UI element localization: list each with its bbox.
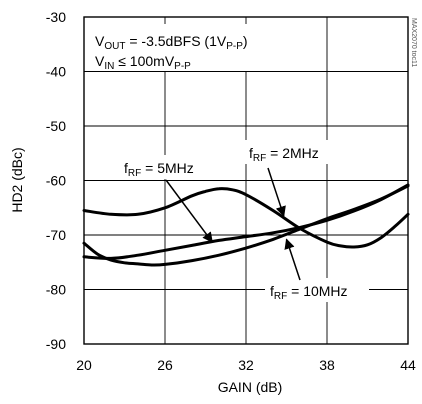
y-tick-label: -70	[46, 227, 66, 243]
y-tick-label: -90	[46, 336, 66, 352]
x-tick-label: 20	[76, 357, 92, 373]
condition-vout: VOUT = -3.5dBFS (1VP-P)	[95, 33, 248, 52]
x-axis-title: GAIN (dB)	[218, 379, 283, 395]
watermark: MAX2070 toc11	[410, 18, 417, 67]
x-tick-label: 32	[238, 357, 254, 373]
annotations: VOUT = -3.5dBFS (1VP-P)VIN ≤ 100mVP-P fRF…	[90, 24, 369, 302]
label-bg-3	[265, 278, 369, 302]
label-arrow-3	[284, 238, 301, 281]
y-tick-label: -60	[46, 173, 66, 189]
plot-frame	[83, 16, 409, 345]
conditions-box	[90, 24, 272, 71]
series-label-2: fRF = 5MHz	[124, 160, 194, 179]
series-label-1: fRF = 2MHz	[249, 145, 319, 164]
series-line-1	[82, 187, 410, 249]
x-tick-label: 38	[319, 357, 335, 373]
y-tick-label: -50	[46, 118, 66, 134]
y-axis-title: HD2 (dBc)	[9, 147, 25, 212]
series-line-3	[82, 184, 410, 267]
series-label-3: fRF = 10MHz	[270, 283, 348, 302]
series-layer	[82, 183, 410, 267]
condition-vin: VIN ≤ 100mVP-P	[95, 53, 191, 72]
label-arrow-2	[165, 179, 213, 243]
grid-lines	[84, 17, 408, 344]
label-bg-2	[119, 155, 201, 179]
y-tick-label: -80	[46, 282, 66, 298]
tick-labels: 20 26 32 38 44 -30 -40 -50 -60 -70 -80 -90	[46, 9, 416, 373]
x-tick-label: 26	[157, 357, 173, 373]
y-tick-label: -40	[46, 64, 66, 80]
label-bg-1	[244, 140, 336, 164]
series-line-2	[82, 183, 410, 260]
label-arrow-1	[267, 167, 286, 217]
y-tick-label: -30	[46, 9, 66, 25]
x-tick-label: 44	[400, 357, 416, 373]
